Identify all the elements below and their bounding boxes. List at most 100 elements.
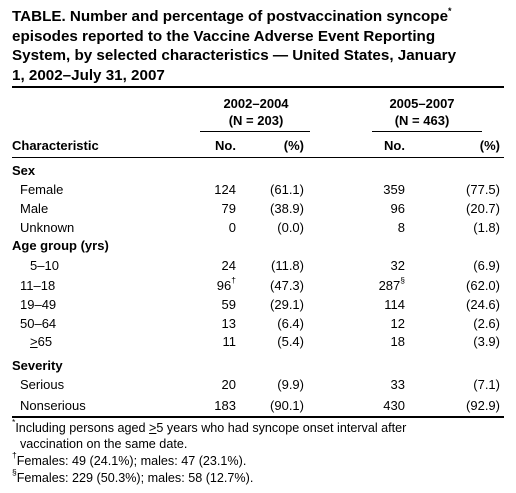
footnote-marker: * [12,416,16,427]
cell-no-2: 12 [390,316,405,331]
ge-symbol: > [149,421,157,435]
column-period-2005-2007: 2005–2007 [389,96,455,111]
cell-no-2: 18 [390,334,405,349]
row-label: Male [20,201,49,216]
cell-no-1: 96† [196,274,236,294]
cell-no-2: 32 [390,258,405,273]
table-row: 50–64 13 (6.4) 12 (2.6) [0,316,516,332]
cell-pct-2: (1.8) [473,220,500,235]
footnote-asterisk-continued: vaccination on the same date. [20,437,187,451]
table-title: TABLE. Number and percentage of postvacc… [12,5,510,85]
column-characteristic: Characteristic [12,138,99,153]
row-label: Nonserious [20,398,86,413]
footnote-text: Including persons aged [15,421,150,435]
cell-pct-1: (47.3) [270,278,304,293]
section-severity: Severity [0,358,516,374]
bottom-rule [12,416,504,418]
section-label: Sex [12,163,36,178]
cell-no-1: 79 [221,201,236,216]
top-rule [12,86,504,88]
footnote-text: 5 years who had syncope onset interval a… [156,421,407,435]
row-label: 5–10 [30,258,59,273]
cell-no-1: 0 [228,220,236,235]
footnote-dagger: †Females: 49 (24.1%); males: 47 (23.1%). [12,451,247,468]
cell-no-1: 124 [214,182,236,197]
section-age-group: Age group (yrs) [0,238,516,254]
cell-pct-2: (92.9) [466,398,500,413]
footnote-text: Females: 229 (50.3%); males: 58 (12.7%). [16,471,254,485]
cell-pct-1: (5.4) [277,334,304,349]
footnote-section: §Females: 229 (50.3%); males: 58 (12.7%)… [12,468,254,485]
cell-no-2: 96 [390,201,405,216]
cell-pct-2: (20.7) [466,201,500,216]
footnote-marker: § [12,466,17,477]
title-line-1: TABLE. Number and percentage of postvacc… [12,8,449,25]
cell-value: 96 [216,278,232,293]
header-rule [12,157,504,158]
title-line-3: System, by selected characteristics — Un… [12,47,457,64]
cell-pct-1: (90.1) [270,398,304,413]
cell-pct-2: (24.6) [466,297,500,312]
table-row: 11–18 96† (47.3) 287§ (62.0) [0,274,516,294]
table-row: Unknown 0 (0.0) 8 (1.8) [0,220,516,236]
footnote-marker-section: § [400,274,405,285]
footnote-marker: † [12,449,17,460]
footnote-text: Females: 49 (24.1%); males: 47 (23.1%). [16,454,247,468]
footnote-text: vaccination on the same date. [20,437,188,451]
section-sex: Sex [0,163,516,179]
spanner-rule-right [372,131,482,132]
table-row: 5–10 24 (11.8) 32 (6.9) [0,258,516,274]
table-row: Male 79 (38.9) 96 (20.7) [0,201,516,217]
cell-pct-1: (9.9) [277,377,304,392]
cell-pct-2: (77.5) [466,182,500,197]
footnote-marker-dagger: † [231,274,236,285]
title-line-2: episodes reported to the Vaccine Adverse… [12,27,436,45]
cell-pct-1: (38.9) [270,201,304,216]
title-footnote-marker: * [448,5,452,16]
row-label: 19–49 [20,297,57,312]
row-label-text: 65 [37,334,53,349]
table-row: Nonserious 183 (90.1) 430 (92.9) [0,398,516,414]
row-label: Female [20,182,64,197]
cell-pct-1: (0.0) [277,220,304,235]
row-label: 11–18 [20,278,56,293]
cell-pct-2: (6.9) [473,258,500,273]
cell-no-2: 287§ [365,274,405,294]
cell-pct-1: (61.1) [270,182,304,197]
column-header-row: Characteristic No. (%) No. (%) [0,138,516,154]
cell-pct-1: (29.1) [270,297,304,312]
cell-no-1: 20 [221,377,236,392]
cell-pct-2: (62.0) [466,278,500,293]
cell-no-1: 59 [221,297,236,312]
column-pct-2: (%) [479,138,500,153]
cell-pct-1: (6.4) [277,316,304,331]
section-label: Severity [12,358,63,373]
column-no-1: No. [215,138,236,153]
cell-no-2: 8 [397,220,405,235]
cell-no-2: 114 [384,297,405,312]
column-n-2005-2007: (N = 463) [394,113,450,128]
column-pct-1: (%) [283,138,304,153]
cell-pct-2: (3.9) [473,334,500,349]
cell-pct-2: (2.6) [473,316,500,331]
ge-symbol: > [30,334,38,349]
cell-no-2: 33 [390,377,405,392]
spanner-rule-left [200,131,310,132]
cell-no-1: 183 [214,398,236,413]
table-row: 19–49 59 (29.1) 114 (24.6) [0,297,516,313]
table-row: >65 11 (5.4) 18 (3.9) [0,334,516,350]
cell-no-2: 359 [383,182,405,197]
column-n-2002-2004: (N = 203) [228,113,284,128]
cell-value: 287 [378,278,401,293]
column-period-2002-2004: 2002–2004 [223,96,289,111]
title-line-4: 1, 2002–July 31, 2007 [12,66,165,84]
row-label: Serious [20,377,65,392]
footnote-asterisk: *Including persons aged >5 years who had… [12,418,407,435]
cell-pct-1: (11.8) [271,258,304,273]
cell-no-1: 24 [221,258,236,273]
cell-no-2: 430 [383,398,405,413]
cell-pct-2: (7.1) [473,377,500,392]
column-no-2: No. [384,138,405,153]
table-row: Serious 20 (9.9) 33 (7.1) [0,377,516,393]
row-label: >65 [30,334,52,350]
